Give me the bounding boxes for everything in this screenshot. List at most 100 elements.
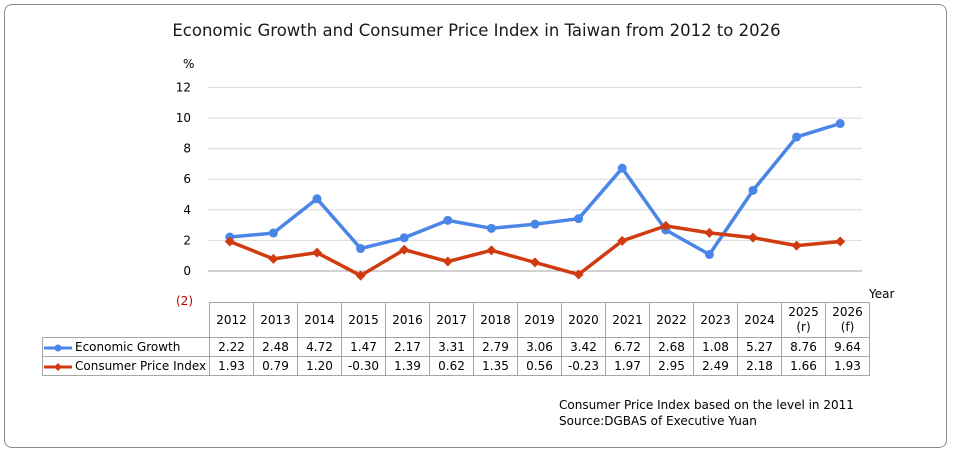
y-tick-label: 0 — [183, 264, 191, 278]
chart-frame — [4, 4, 947, 448]
data-point — [443, 215, 453, 225]
y-tick-label: 10 — [176, 111, 191, 125]
data-label: 1.97 — [605, 356, 650, 376]
legend-key-marker — [54, 362, 62, 371]
x-tick-label: 2015 — [341, 302, 386, 338]
data-label: 1.93 — [825, 356, 870, 376]
legend-key-icon — [44, 362, 72, 371]
x-tick-label: 2023 — [693, 302, 738, 338]
data-point — [748, 185, 758, 195]
data-point — [312, 194, 322, 204]
table-row: Economic Growth 2.22 2.48 4.72 1.47 2.17 3.31 2… — [42, 337, 870, 357]
data-label: 2.48 — [253, 337, 298, 357]
y-axis-unit: % — [183, 57, 194, 71]
data-point — [268, 253, 279, 264]
data-label: 2.18 — [737, 356, 782, 376]
data-label: 1.39 — [385, 356, 430, 376]
y-tick-label: 2 — [183, 233, 191, 247]
data-point — [399, 244, 410, 255]
data-point — [704, 227, 715, 238]
data-label: 1.20 — [297, 356, 342, 376]
legend-key-marker — [54, 344, 62, 351]
data-point — [660, 220, 671, 231]
data-label: 0.62 — [429, 356, 474, 376]
x-tick-label: 2012 — [209, 302, 254, 338]
data-label: 2.49 — [693, 356, 738, 376]
data-point — [399, 233, 409, 243]
x-tick-label: 2019 — [517, 302, 562, 338]
data-label: 5.27 — [737, 337, 782, 357]
data-label: 1.66 — [781, 356, 826, 376]
data-point — [574, 214, 584, 224]
x-tick-label: 2016 — [385, 302, 430, 338]
data-point — [356, 244, 366, 254]
data-point — [268, 228, 278, 238]
y-tick-label: 12 — [176, 80, 191, 94]
data-point — [792, 132, 802, 142]
data-point — [791, 240, 802, 251]
data-point — [835, 119, 845, 129]
x-tick-label: 2026 (f) — [825, 302, 870, 338]
data-point — [748, 232, 758, 243]
data-label: 2.17 — [385, 337, 430, 357]
data-label: -0.23 — [561, 356, 606, 376]
data-label: 0.79 — [253, 356, 298, 376]
data-label: -0.30 — [341, 356, 386, 376]
table-corner — [42, 302, 210, 338]
x-tick-label: 2013 — [253, 302, 298, 338]
x-tick-label: 2014 — [297, 302, 342, 338]
legend-label: Consumer Price Index — [75, 359, 207, 373]
x-tick-label: 2018 — [473, 302, 518, 338]
data-label: 2.79 — [473, 337, 518, 357]
x-tick-label: 2024 — [737, 302, 782, 338]
x-tick-label: 2017 — [429, 302, 474, 338]
data-point — [530, 219, 540, 229]
chart-plot: 0 2 4 6 8 10 12 % — [176, 57, 862, 281]
data-label: 2.22 — [209, 337, 254, 357]
data-point — [312, 247, 322, 258]
y-tick-label: 4 — [183, 203, 191, 217]
data-point — [442, 256, 453, 267]
legend-label: Economic Growth — [75, 340, 181, 354]
data-label: 8.76 — [781, 337, 826, 357]
legend-entry: Consumer Price Index — [42, 356, 210, 376]
x-tick-label: 2020 — [561, 302, 606, 338]
data-point — [617, 235, 628, 246]
data-label: 1.08 — [693, 337, 738, 357]
table-row: Consumer Price Index 1.93 0.79 1.20 -0.30 1.3… — [42, 356, 870, 376]
data-point — [224, 236, 235, 247]
data-label: 1.47 — [341, 337, 386, 357]
legend-entry: Economic Growth — [42, 337, 210, 357]
legend-key-icon — [44, 344, 72, 351]
data-label: 2.95 — [649, 356, 694, 376]
data-label: 4.72 — [297, 337, 342, 357]
data-point — [530, 257, 540, 268]
note-source: Source:DGBAS of Executive Yuan — [559, 414, 757, 428]
table-header-row: 2012 2013 2014 2015 2016 2017 2018 2019 2020 2021… — [42, 302, 870, 338]
y-tick-label: 8 — [183, 142, 191, 156]
x-tick-label: 2021 — [605, 302, 650, 338]
data-label: 3.06 — [517, 337, 562, 357]
data-point — [486, 245, 497, 256]
data-label: 1.93 — [209, 356, 254, 376]
series-line-1 — [229, 224, 841, 278]
data-label: 1.35 — [473, 356, 518, 376]
x-tick-label: 2022 — [649, 302, 694, 338]
chart-title: Economic Growth and Consumer Price Index… — [172, 21, 781, 40]
data-label: 6.72 — [605, 337, 650, 357]
data-point — [355, 270, 366, 281]
x-axis-label: Year — [869, 287, 895, 301]
chart-notes: Consumer Price Index based on the level … — [559, 397, 854, 429]
note-cpi-base: Consumer Price Index based on the level … — [559, 398, 854, 412]
y-tick-label: 6 — [183, 172, 191, 186]
data-table: 2012 2013 2014 2015 2016 2017 2018 2019 2020 2021… — [42, 302, 870, 376]
data-label: 3.42 — [561, 337, 606, 357]
data-point — [617, 163, 627, 173]
data-label: 2.68 — [649, 337, 694, 357]
data-point — [573, 269, 584, 280]
data-point — [704, 249, 714, 259]
data-label: 0.56 — [517, 356, 562, 376]
data-label: 3.31 — [429, 337, 474, 357]
data-label: 9.64 — [825, 337, 870, 357]
data-point — [486, 223, 496, 233]
